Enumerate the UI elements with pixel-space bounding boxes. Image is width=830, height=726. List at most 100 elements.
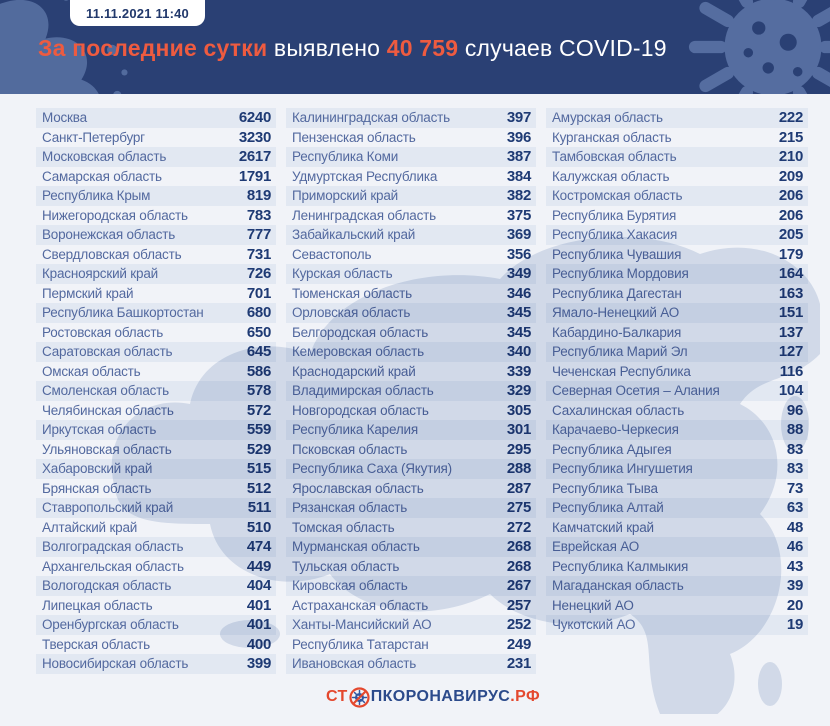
table-row: Свердловская область 731 (36, 245, 276, 265)
region-value: 382 (506, 187, 531, 205)
region-value: 164 (778, 265, 803, 283)
region-value: 401 (246, 596, 271, 614)
table-row: Магаданская область 39 (546, 576, 808, 596)
table-row: Иркутская область 559 (36, 420, 276, 440)
region-name: Республика Мордовия (552, 266, 689, 282)
region-name: Еврейская АО (552, 539, 640, 555)
region-name: Республика Чувашия (552, 246, 682, 262)
region-name: Ставропольский край (42, 500, 174, 516)
table-row: Калининградская область 397 (286, 108, 536, 128)
region-value: 83 (786, 460, 803, 478)
region-name: Северная Осетия – Алания (552, 383, 720, 399)
region-name: Томская область (292, 519, 395, 535)
region-value: 249 (506, 635, 531, 653)
region-name: Республика Тыва (552, 480, 658, 496)
region-name: Курская область (292, 266, 393, 282)
region-value: 701 (246, 284, 271, 302)
table-row: Ярославская область 287 (286, 479, 536, 499)
logo-suffix: .РФ (510, 688, 541, 705)
table-row: Рязанская область 275 (286, 498, 536, 518)
region-name: Липецкая область (42, 597, 153, 613)
region-value: 275 (506, 499, 531, 517)
table-row: Белгородская область 345 (286, 323, 536, 343)
table-row: Ульяновская область 529 (36, 440, 276, 460)
table-row: Севастополь 356 (286, 245, 536, 265)
table-row: Республика Бурятия 206 (546, 206, 808, 226)
table-row: Республика Мордовия 164 (546, 264, 808, 284)
table-row: Тамбовская область 210 (546, 147, 808, 167)
region-name: Самарская область (42, 168, 162, 184)
table-row: Кировская область 267 (286, 576, 536, 596)
region-name: Челябинская область (42, 402, 174, 418)
region-name: Тюменская область (292, 285, 412, 301)
region-name: Мурманская область (292, 539, 420, 555)
table-row: Карачаево-Черкесия 88 (546, 420, 808, 440)
region-value: 127 (778, 343, 803, 361)
region-value: 2617 (238, 148, 271, 166)
title-text-1: выявлено (267, 35, 387, 61)
table-row: Костромская область 206 (546, 186, 808, 206)
region-name: Камчатский край (552, 519, 654, 535)
region-name: Рязанская область (292, 500, 408, 516)
table-row: Республика Марий Эл 127 (546, 342, 808, 362)
region-value: 384 (506, 167, 531, 185)
table-row: Республика Тыва 73 (546, 479, 808, 499)
region-name: Ульяновская область (42, 441, 172, 457)
table-row: Республика Алтай 63 (546, 498, 808, 518)
region-value: 83 (786, 440, 803, 458)
table-row: Вологодская область 404 (36, 576, 276, 596)
region-name: Свердловская область (42, 246, 182, 262)
table-row: Республика Хакасия 205 (546, 225, 808, 245)
region-value: 63 (786, 499, 803, 517)
region-name: Республика Калмыкия (552, 558, 689, 574)
region-value: 268 (506, 557, 531, 575)
table-row: Северная Осетия – Алания 104 (546, 381, 808, 401)
regions-column-1: Москва 6240 Санкт-Петербург 3230 Московская … (36, 108, 276, 674)
table-row: Орловская область 345 (286, 303, 536, 323)
table-row: Астраханская область 257 (286, 596, 536, 616)
region-value: 510 (246, 518, 271, 536)
region-name: Ярославская область (292, 480, 424, 496)
table-row: Новгородская область 305 (286, 401, 536, 421)
table-row: Республика Чувашия 179 (546, 245, 808, 265)
region-name: Белгородская область (292, 324, 429, 340)
region-name: Ленинградская область (292, 207, 436, 223)
regions-column-2: Калининградская область 397 Пензенская обл… (286, 108, 536, 674)
region-value: 339 (506, 362, 531, 380)
region-name: Тульская область (292, 558, 400, 574)
region-name: Республика Башкортостан (42, 305, 204, 321)
footer: СТ (36, 686, 830, 708)
region-value: 301 (506, 421, 531, 439)
region-value: 295 (506, 440, 531, 458)
table-row: Республика Саха (Якутия) 288 (286, 459, 536, 479)
region-name: Калининградская область (292, 110, 450, 126)
region-name: Пермский край (42, 285, 134, 301)
region-name: Республика Марий Эл (552, 344, 688, 360)
region-value: 206 (778, 187, 803, 205)
region-name: Тамбовская область (552, 149, 677, 165)
region-value: 305 (506, 401, 531, 419)
region-name: Архангельская область (42, 558, 184, 574)
coronavirus-decoration-icon (688, 0, 830, 94)
logo-prefix: СТ (325, 688, 348, 705)
region-value: 340 (506, 343, 531, 361)
table-row: Республика Адыгея 83 (546, 440, 808, 460)
table-row: Саратовская область 645 (36, 342, 276, 362)
region-name: Республика Алтай (552, 500, 664, 516)
region-name: Республика Карелия (292, 422, 418, 438)
region-value: 349 (506, 265, 531, 283)
region-value: 104 (778, 382, 803, 400)
title-highlight-count: 40 759 (386, 35, 459, 61)
table-row: Ростовская область 650 (36, 323, 276, 343)
table-row: Ненецкий АО 20 (546, 596, 808, 616)
region-value: 404 (246, 577, 271, 595)
region-name: Москва (42, 110, 87, 126)
region-name: Республика Адыгея (552, 441, 672, 457)
region-name: Вологодская область (42, 578, 172, 594)
region-value: 215 (778, 128, 803, 146)
region-name: Санкт-Петербург (42, 129, 145, 145)
region-name: Калужская область (552, 168, 670, 184)
region-name: Оренбургская область (42, 617, 179, 633)
table-row: Кемеровская область 340 (286, 342, 536, 362)
